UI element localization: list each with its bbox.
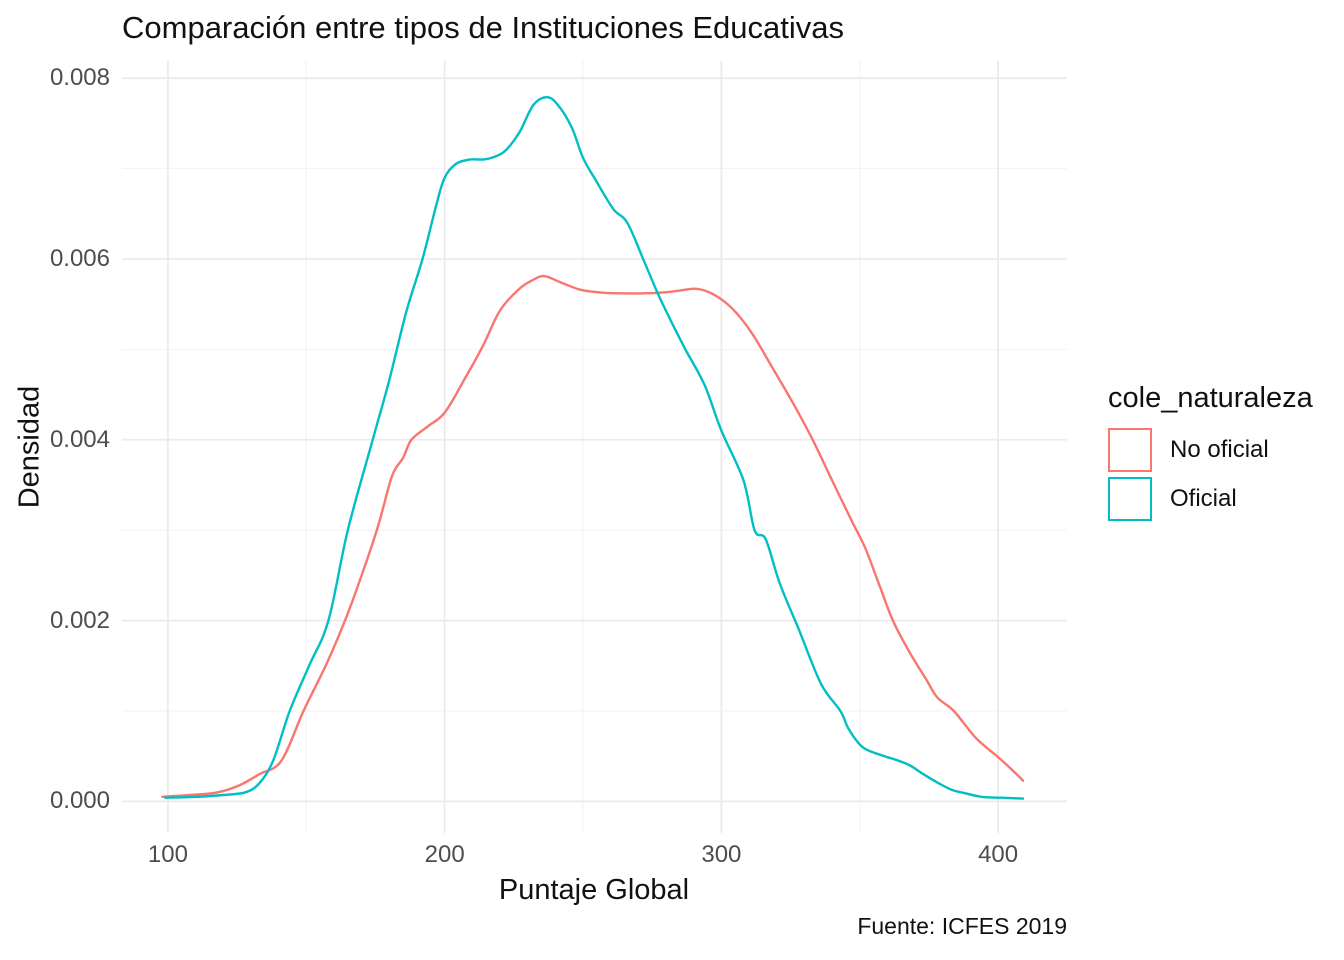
y-tick-label: 0.000 [49,787,110,815]
chart-canvas [122,61,1067,833]
legend-key-swatch [1108,428,1152,472]
density-curve-oficial [164,96,1025,800]
y-tick-label: 0.008 [49,64,110,92]
legend-label: No oficial [1170,436,1269,463]
x-axis-title: Puntaje Global [498,874,690,906]
legend-title: cole_naturaleza [1108,382,1313,414]
y-tick-label: 0.006 [49,244,110,272]
y-tick-label: 0.004 [49,425,110,453]
legend: cole_naturaleza No oficial Oficial [1108,382,1313,526]
plot-title: Comparación entre tipos de Instituciones… [122,10,845,45]
density-curve-no-oficial [161,274,1025,798]
y-tick-label: 0.002 [49,606,110,634]
legend-entry: No oficial [1108,428,1313,472]
x-tick-label: 300 [701,841,742,868]
source-caption: Fuente: ICFES 2019 [857,913,1067,939]
x-tick-label: 100 [147,841,188,868]
x-tick-label: 400 [978,841,1019,868]
legend-key-swatch [1108,477,1152,521]
x-tick-label: 200 [424,841,465,868]
y-axis-title: Densidad [13,385,46,509]
plot-panel [122,61,1067,833]
legend-entry: Oficial [1108,477,1313,521]
legend-label: Oficial [1170,485,1237,512]
legend-entries: No oficial Oficial [1108,428,1313,521]
